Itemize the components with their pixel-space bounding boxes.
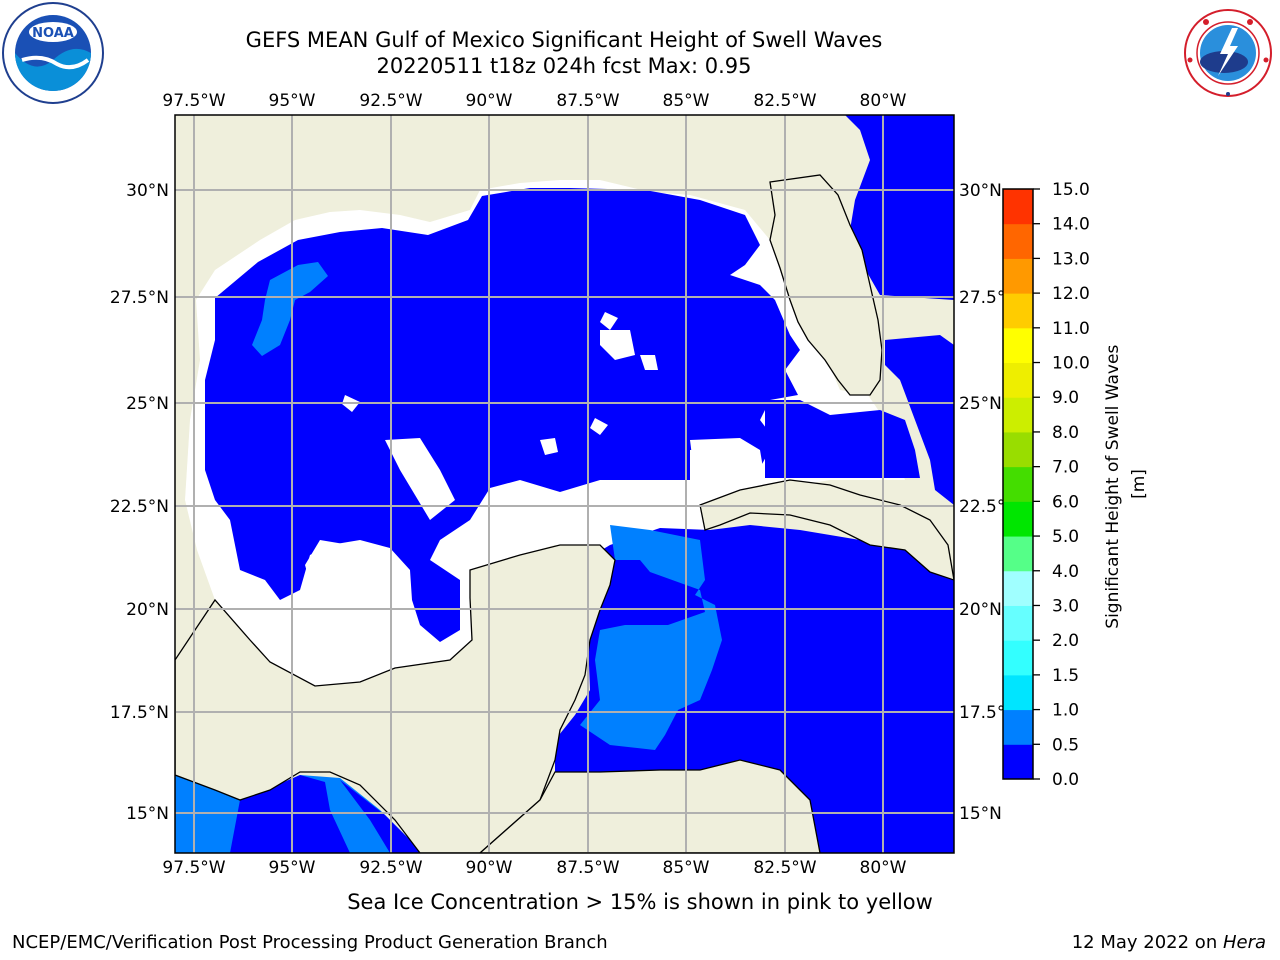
colorbar-segment [1003,570,1033,606]
east-water-swell [765,400,920,478]
footer-date: 12 May 2022 on Hera [1072,932,1266,953]
sea-ice-note: Sea Ice Concentration > 15% is shown in … [347,890,933,914]
colorbar-tick-label: 3.0 [1052,596,1079,616]
florida-land [769,174,883,396]
colorbar-segment [1003,431,1033,468]
colorbar-segment [1003,466,1033,502]
lat-label-left: 25°N [126,394,169,414]
nodata-patch [540,438,558,455]
colorbar-tick-label: 10.0 [1052,354,1090,374]
lat-label-left: 17.5°N [110,703,169,723]
colorbar-tick-label: 12.0 [1052,284,1090,304]
lon-label-top: 95°W [269,91,316,111]
colorbar-tick-label: 4.0 [1052,562,1079,582]
lon-label-bottom: 92.5°W [359,858,422,878]
gulf-water-swell [205,188,800,642]
lon-label-bottom: 82.5°W [753,858,816,878]
nodata-patch [305,540,370,620]
lat-label-left: 20°N [126,600,169,620]
colorbar-tick-label: 7.0 [1052,458,1079,478]
colorbar-segment [1003,640,1033,676]
swell-0.5-texas [252,262,328,356]
colorbar-segment [1003,293,1033,329]
colorbar-segment [1003,189,1033,225]
lon-label-top: 80°W [860,91,907,111]
lat-label-left: 22.5°N [110,497,169,517]
noaa-logo: NOAA [2,2,104,104]
pacific-water-low [340,780,420,853]
nodata-patch [690,438,765,490]
colorbar-segment [1003,397,1033,433]
nodata-patch [385,438,455,520]
colorbar-tick-label: 5.0 [1052,527,1079,547]
colorbar-segment [1003,327,1033,364]
lat-label-left: 27.5°N [110,288,169,308]
colorbar-segment [1003,258,1033,294]
colorbar-segment [1003,501,1033,537]
colorbar-segment [1003,674,1033,711]
lon-label-top: 90°W [466,91,513,111]
colorbar-ticks: 0.0 0.5 1.0 1.5 2.0 3.0 4.0 5.0 6.0 7.0 8.0 9.0 10.0… [1033,180,1090,790]
lon-label-bottom: 87.5°W [556,858,619,878]
yucatan-land [175,544,616,853]
lon-label-top: 87.5°W [556,91,619,111]
nodata-patch [600,330,635,360]
colorbar-tick-label: 11.0 [1052,319,1090,339]
colorbar-tick-label: 15.0 [1052,180,1090,200]
colorbar-tick-label: 9.0 [1052,388,1079,408]
colorbar-tick-label: 13.0 [1052,249,1090,269]
lon-label-bottom: 80°W [860,858,907,878]
colorbar-frame [1002,188,1034,780]
footer-date-text: 12 May 2022 on [1071,932,1223,953]
colorbar-tick-label: 6.0 [1052,492,1079,512]
lat-label-left: 15°N [126,804,169,824]
lon-label-top: 82.5°W [753,91,816,111]
colorbar-segment [1003,605,1033,641]
colorbar-segment [1003,223,1033,259]
lon-label-top: 85°W [663,91,710,111]
lon-label-bottom: 85°W [663,858,710,878]
colorbar-segment [1003,536,1033,572]
colorbar-tick-label: 1.0 [1052,701,1079,721]
map-frame [174,114,955,854]
nodata-patch [590,418,608,435]
lat-label-right: 15°N [959,804,1002,824]
national-weather-service-logo [1184,9,1272,97]
svg-text:NOAA: NOAA [32,26,74,41]
lat-label-right: 30°N [959,181,1002,201]
footer-host: Hera [1222,932,1266,953]
lon-label-top: 97.5°W [162,91,225,111]
map-gridlines [175,115,954,853]
nodata-patch [600,312,618,330]
nodata-patch [640,355,658,370]
straits-water-swell [885,335,954,505]
lon-label-bottom: 90°W [466,858,513,878]
colorbar-segment [1003,709,1033,745]
lat-label-right: 20°N [959,600,1002,620]
chart-title: GEFS MEAN Gulf of Mexico Significant Hei… [245,28,883,52]
lon-label-bottom: 95°W [269,858,316,878]
colorbar-tick-label: 8.0 [1052,423,1079,443]
colorbar-segment [1003,362,1033,398]
colorbar-tick-label: 1.5 [1052,666,1079,686]
atlantic-water-swell [845,115,954,300]
colorbar-tick-label: 2.0 [1052,631,1079,651]
lat-label-right: 25°N [959,394,1002,414]
colorbar [1003,189,1033,780]
lon-label-bottom: 97.5°W [162,858,225,878]
chart-subtitle: 20220511 t18z 024h fcst Max: 0.95 [376,54,752,78]
colorbar-tick-label: 0.0 [1052,770,1079,790]
colorbar-tick-label: 0.5 [1052,735,1079,755]
lat-label-left: 30°N [126,181,169,201]
colorbar-segment [1003,744,1033,780]
footer-branch: NCEP/EMC/Verification Post Processing Pr… [12,932,608,953]
colorbar-label: Significant Height of Swell Waves [m] [1103,339,1149,628]
colorbar-tick-label: 14.0 [1052,215,1090,235]
central-america-land [479,759,821,853]
lon-label-top: 92.5°W [359,91,422,111]
caribbean-water-swell [555,525,954,853]
